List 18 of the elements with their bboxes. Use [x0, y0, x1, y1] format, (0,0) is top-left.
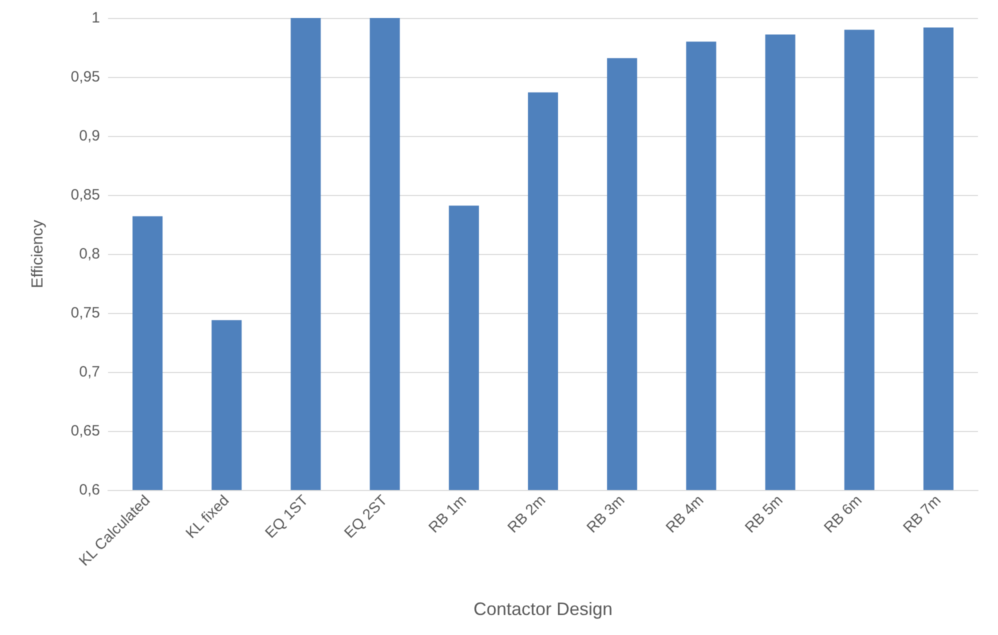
x-tick-label: RB 3m: [584, 492, 628, 536]
y-tick-label: 0,75: [70, 304, 100, 322]
x-tick-label: RB 6m: [820, 492, 866, 536]
x-tick-label: RB 5m: [742, 492, 786, 536]
x-tick-label: RB 2m: [504, 492, 550, 536]
x-tick-label: RB 1m: [426, 492, 470, 536]
y-tick-label: 0,95: [70, 68, 100, 86]
y-tick-label: 0,85: [70, 186, 100, 204]
y-tick-label: 0,7: [79, 364, 100, 380]
y-tick-label: 0,9: [79, 128, 100, 144]
y-tick-label: 0,8: [79, 246, 100, 262]
x-axis-title: Contactor Design: [473, 599, 613, 619]
y-axis-title: Efficiency: [30, 220, 46, 288]
x-tick-label: RB 7m: [900, 492, 944, 536]
y-tick-label: 0,6: [79, 482, 100, 498]
y-tick-label: 1: [92, 10, 100, 26]
x-tick-label: RB 4m: [662, 492, 708, 536]
y-tick-label: 0,65: [70, 422, 100, 440]
